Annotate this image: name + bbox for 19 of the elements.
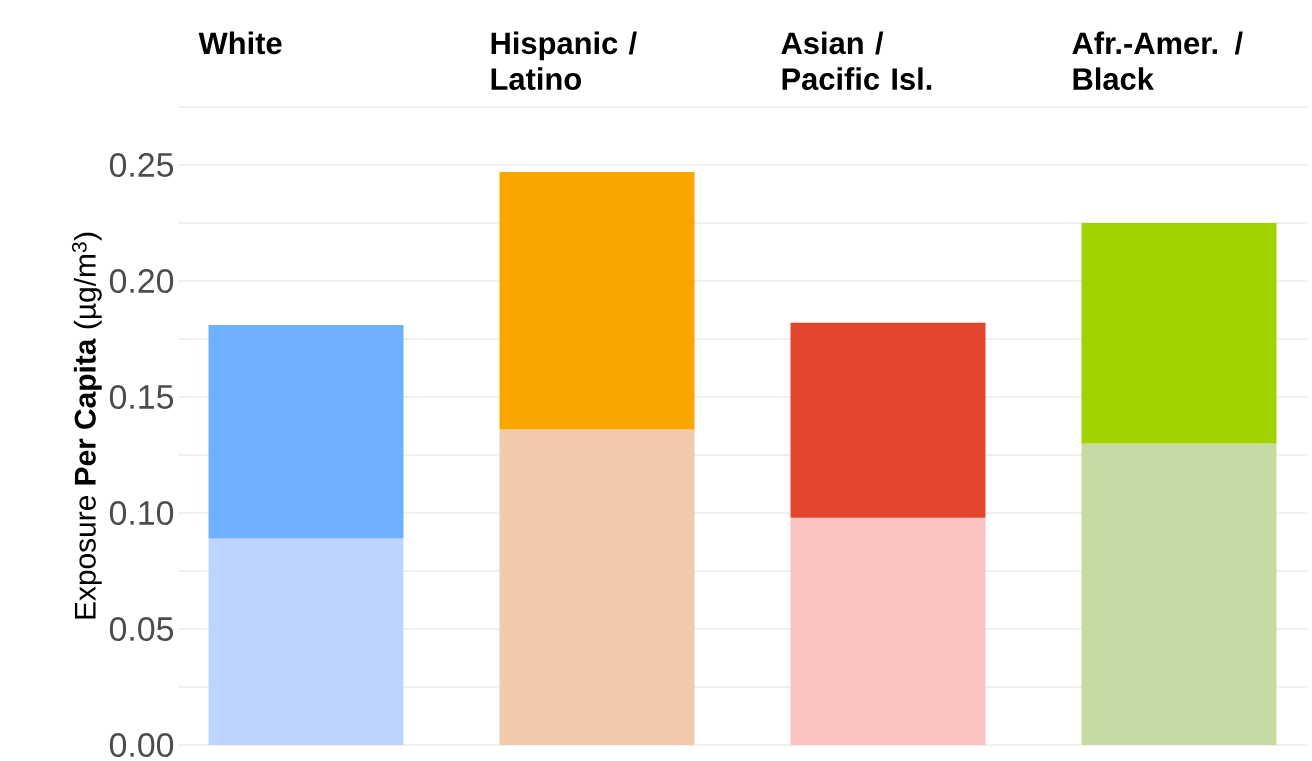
y-tick-label: 0.10	[109, 501, 174, 525]
bar	[499, 171, 695, 430]
x-tick-label: White	[198, 31, 282, 55]
y-tick-label: 0.15	[109, 384, 174, 409]
bar	[1081, 222, 1277, 444]
y-tick-label: 0.20	[109, 268, 174, 293]
bar	[208, 325, 404, 539]
bar	[1081, 443, 1277, 745]
x-tick-label: Hispanic / Latino	[491, 31, 637, 91]
x-tick-label: Asian / Pacific Isl.	[781, 31, 932, 91]
y-tick-label: 0.05	[109, 617, 174, 641]
y-axis-title: Exposure Per Capita (µg/m$^{3}$)	[71, 232, 102, 619]
y-tick-label: 0.25	[109, 152, 174, 177]
bar	[208, 538, 404, 745]
bar	[790, 517, 986, 745]
bar	[790, 322, 986, 518]
bar	[499, 429, 695, 745]
y-tick-label: 0.00	[109, 733, 174, 757]
x-tick-label: Afr.-Amer. / Black	[1072, 31, 1243, 91]
